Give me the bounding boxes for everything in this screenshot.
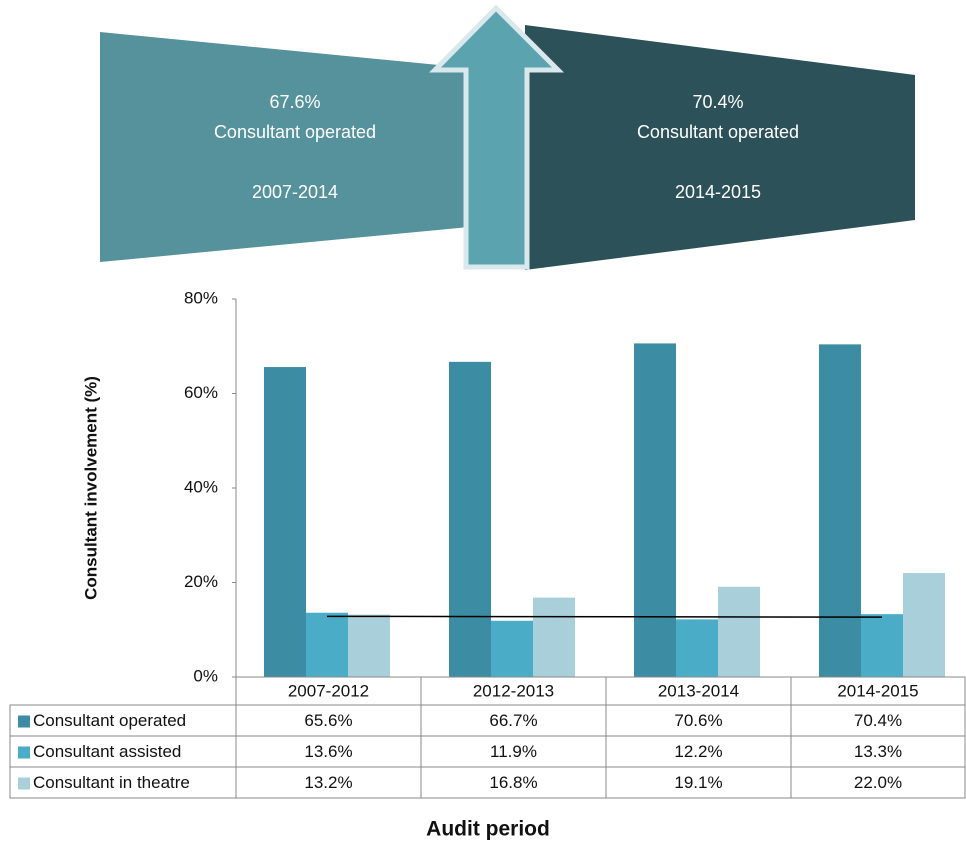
x-tick-label: 2014-2015 [837,681,918,700]
y-tick-label: 80% [184,288,218,307]
legend-label: Consultant assisted [33,742,181,761]
bar [861,614,903,677]
value-label: 11.9% [490,742,537,761]
legend-swatch [18,746,30,759]
y-tick-label: 40% [184,477,218,496]
value-label: 13.6% [304,742,352,761]
value-label: 19.1% [674,773,722,792]
value-label: 22.0% [854,773,902,792]
trendline [326,615,883,618]
legend-swatch [18,715,30,728]
up-arrow [429,4,565,270]
highlight-value: 70.4% [692,92,743,112]
bar [718,586,760,677]
highlight-value: 67.6% [269,92,320,112]
bar [491,620,533,677]
bar [819,344,861,677]
highlight-period: 2007-2014 [252,182,338,202]
value-label: 13.3% [854,742,902,761]
x-axis-title: Audit period [426,818,550,841]
table-cell [790,766,966,799]
highlight-text: Consultant operated [214,122,376,142]
highlight-text: Consultant operated [637,122,799,142]
y-axis-title: Consultant involvement (%) [81,376,100,600]
value-label: 12.2% [674,742,722,761]
value-label: 16.8% [489,773,537,792]
value-label: 70.4% [854,711,902,730]
value-label: 66.7% [489,711,537,730]
y-tick-label: 20% [184,572,218,591]
bar [449,361,491,677]
legend-label: Consultant in theatre [33,773,190,792]
bar [533,597,575,677]
highlight-period: 2014-2015 [675,182,761,202]
x-tick-label: 2013-2014 [658,681,739,700]
bar [348,614,390,677]
bar [306,612,348,677]
value-label: 13.2% [304,773,352,792]
legend-swatch [18,777,30,790]
bar [634,343,676,677]
bar [903,573,945,677]
value-label: 70.6% [674,711,722,730]
left-panel [100,32,490,262]
bar [264,367,306,677]
bar [676,619,718,677]
legend-label: Consultant operated [33,711,186,730]
x-tick-label: 2007-2012 [288,681,369,700]
right-panel [525,25,915,270]
x-tick-label: 2012-2013 [473,681,554,700]
y-tick-label: 60% [184,383,218,402]
value-label: 65.6% [304,711,352,730]
y-tick-label: 0% [193,666,218,685]
